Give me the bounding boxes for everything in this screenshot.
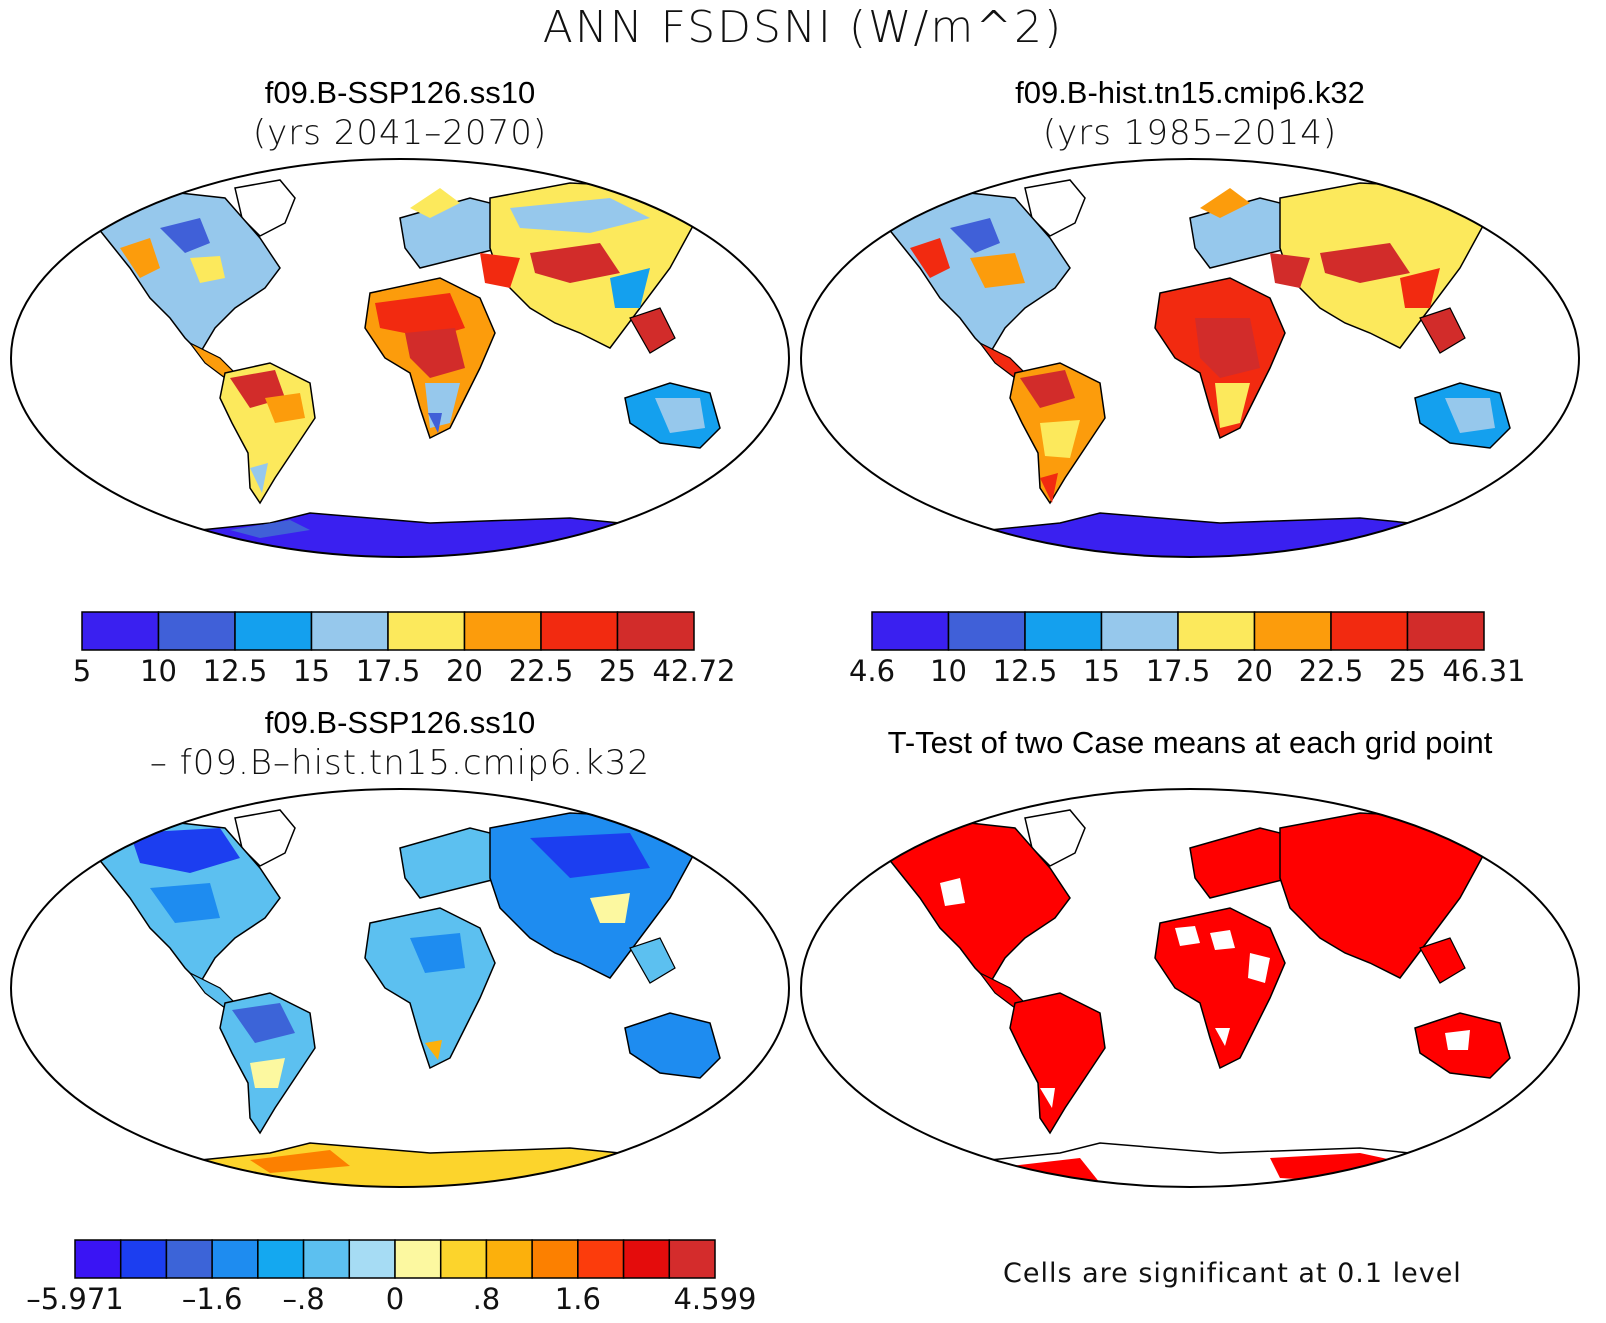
colorbar-swatch	[1177, 611, 1256, 651]
case1-years: (yrs 2041–2070)	[252, 113, 548, 153]
colorbar-tick-label: 25	[599, 654, 636, 688]
case2-colorbar: 4.6 10 12.5 15 17.5 20 22.5 25 46.31	[849, 611, 1526, 688]
colorbar-tick-label: 42.72	[652, 654, 735, 688]
colorbar-tick-label: 4.599	[673, 1282, 756, 1316]
colorbar-swatch	[394, 1239, 442, 1279]
case1-name: f09.B-SSP126.ss10	[264, 75, 536, 110]
colorbar-swatch	[1253, 611, 1332, 651]
colorbar-swatch	[74, 1239, 122, 1279]
case2-years: (yrs 1985–2014)	[1042, 113, 1338, 153]
colorbar-tick-label: 20	[446, 654, 483, 688]
colorbar-swatch	[119, 1239, 168, 1279]
colorbar-swatch	[257, 1239, 305, 1279]
colorbar-swatch	[540, 611, 619, 651]
diff-line1: f09.B-SSP126.ss10	[264, 705, 536, 740]
colorbar-swatch	[81, 611, 160, 651]
colorbar-swatch	[871, 611, 950, 651]
significance-note: Cells are significant at 0.1 level	[1003, 1258, 1462, 1289]
colorbar-tick-label: 25	[1389, 654, 1426, 688]
colorbar-tick-label: 46.31	[1442, 654, 1525, 688]
colorbar-swatch	[668, 1239, 716, 1279]
colorbar-swatch	[485, 1239, 533, 1279]
colorbar-swatch	[622, 1239, 671, 1279]
figure-title: ANN FSDSNI (W/m^2)	[542, 2, 1064, 53]
colorbar-tick-label: 22.5	[509, 654, 574, 688]
colorbar-swatch	[211, 1239, 259, 1279]
colorbar-swatch	[387, 611, 466, 651]
colorbar-tick-label: 5	[73, 654, 91, 688]
colorbar-swatch	[577, 1239, 625, 1279]
colorbar-swatch	[1024, 611, 1103, 651]
colorbar-tick-label: 12.5	[993, 654, 1058, 688]
case1-map	[10, 158, 790, 558]
diff-line2: – f09.B–hist.tn15.cmip6.k32	[149, 743, 651, 783]
difference-colorbar: –5.971 –1.6 –.8 0 .8 1.6 4.599	[26, 1239, 757, 1316]
colorbar-swatch	[302, 1239, 351, 1279]
colorbar-swatch	[439, 1239, 488, 1279]
colorbar-tick-label: –1.6	[182, 1282, 243, 1316]
colorbar-swatch	[1406, 611, 1485, 651]
case1-colorbar: 5 10 12.5 15 17.5 20 22.5 25 42.72	[73, 611, 736, 688]
case2-name: f09.B-hist.tn15.cmip6.k32	[1015, 75, 1365, 110]
colorbar-tick-label: 15	[1083, 654, 1120, 688]
colorbar-tick-label: 15	[293, 654, 330, 688]
ttest-title: T-Test of two Case means at each grid po…	[887, 725, 1493, 760]
colorbar-tick-label: 17.5	[1146, 654, 1211, 688]
colorbar-tick-label: 12.5	[203, 654, 268, 688]
colorbar-tick-label: 17.5	[356, 654, 421, 688]
colorbar-tick-label: 4.6	[849, 654, 895, 688]
colorbar-tick-label: 20	[1236, 654, 1273, 688]
north-america	[88, 192, 281, 355]
colorbar-swatch	[165, 1239, 213, 1279]
case2-map	[800, 158, 1580, 558]
colorbar-swatch	[234, 611, 313, 651]
colorbar-tick-label: –5.971	[26, 1282, 124, 1316]
colorbar-tick-label: –.8	[282, 1282, 324, 1316]
colorbar-swatch	[310, 611, 389, 651]
colorbar-swatch	[531, 1239, 579, 1279]
colorbar-tick-label: 10	[140, 654, 177, 688]
colorbar-swatch	[616, 611, 695, 651]
colorbar-swatch	[947, 611, 1026, 651]
colorbar-swatch	[157, 611, 236, 651]
ttest-map	[800, 788, 1580, 1188]
difference-map	[10, 788, 790, 1188]
colorbar-tick-label: 22.5	[1299, 654, 1364, 688]
colorbar-tick-label: 0	[386, 1282, 404, 1316]
colorbar-tick-label: 10	[930, 654, 967, 688]
colorbar-swatch	[348, 1239, 396, 1279]
colorbar-swatch	[463, 611, 542, 651]
colorbar-tick-label: 1.6	[555, 1282, 601, 1316]
colorbar-tick-label: .8	[473, 1282, 501, 1316]
colorbar-swatch	[1100, 611, 1179, 651]
colorbar-swatch	[1330, 611, 1409, 651]
